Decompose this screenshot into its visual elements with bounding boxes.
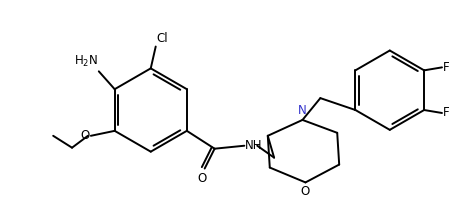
Text: NH: NH — [245, 139, 263, 152]
Text: F: F — [443, 106, 449, 119]
Text: N: N — [298, 104, 307, 117]
Text: H$_2$N: H$_2$N — [74, 54, 98, 69]
Text: O: O — [301, 185, 310, 198]
Text: O: O — [81, 129, 90, 142]
Text: Cl: Cl — [157, 32, 168, 45]
Text: F: F — [443, 61, 449, 74]
Text: O: O — [197, 172, 207, 185]
